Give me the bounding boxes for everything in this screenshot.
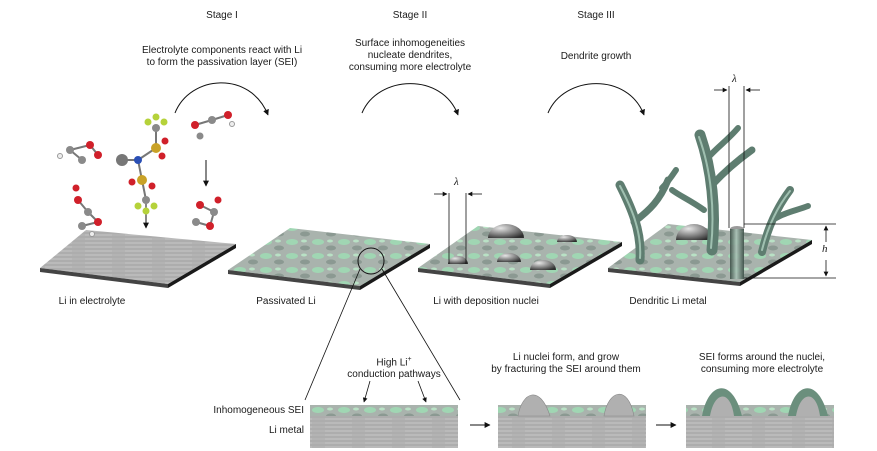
conduction-pathways-label: High Li+ conduction pathways bbox=[347, 354, 440, 381]
stage-1-heading: Stage I bbox=[206, 10, 238, 21]
cross-section-sei bbox=[310, 380, 458, 448]
stage1-curved-arrow bbox=[174, 82, 269, 116]
panel-label-dendritic-li-metal: Dendritic Li metal bbox=[629, 296, 707, 307]
stage-2-caption-line: nucleate dendrites, bbox=[367, 50, 453, 61]
stage-3-caption-line: Dendrite growth bbox=[560, 51, 632, 62]
stage-2-heading: Stage II bbox=[392, 10, 428, 21]
stage-2-caption-line: Surface inhomogeneities bbox=[354, 38, 466, 49]
panel-li-in-electrolyte bbox=[40, 160, 236, 288]
stage-1-caption: Electrolyte components react with Li to … bbox=[142, 45, 302, 69]
stage-1-caption-line: to form the passivation layer (SEI) bbox=[146, 57, 298, 68]
conduction-pathways-line-2: conduction pathways bbox=[347, 369, 441, 381]
step3-caption-line: consuming more electrolyte bbox=[700, 364, 824, 375]
panel-li-with-deposition-nuclei bbox=[418, 191, 622, 288]
stage-2-caption: Surface inhomogeneities nucleate dendrit… bbox=[349, 38, 471, 74]
step3-caption: SEI forms around the nuclei, consuming m… bbox=[699, 352, 825, 376]
stage-3-heading: Stage III bbox=[577, 10, 615, 21]
zoom-circle bbox=[357, 247, 385, 275]
li-metal-label: Li metal bbox=[268, 425, 304, 436]
panel-label-li-in-electrolyte: Li in electrolyte bbox=[58, 296, 126, 307]
step2-caption-line: Li nuclei form, and grow bbox=[512, 352, 620, 363]
stage-2-caption-line: consuming more electrolyte bbox=[348, 62, 472, 73]
panel-dendritic-li-metal bbox=[608, 86, 836, 286]
li-plus-superscript: + bbox=[407, 356, 412, 363]
panel-label-deposition-nuclei: Li with deposition nuclei bbox=[433, 296, 539, 307]
height-symbol: h bbox=[822, 243, 828, 255]
stage-1-caption-line: Electrolyte components react with Li bbox=[141, 45, 303, 56]
high-li-text: High Li bbox=[376, 357, 408, 369]
stage2-curved-arrow bbox=[361, 83, 459, 116]
panel-passivated-li bbox=[228, 228, 461, 401]
panel-label-passivated-li: Passivated Li bbox=[256, 296, 316, 307]
stage3-curved-arrow bbox=[547, 83, 645, 116]
atoms bbox=[57, 111, 235, 237]
step2-caption-line: by fracturing the SEI around them bbox=[491, 364, 641, 375]
step2-caption: Li nuclei form, and grow by fracturing t… bbox=[491, 352, 641, 376]
step3-caption-line: SEI forms around the nuclei, bbox=[698, 352, 826, 363]
stage-3-caption: Dendrite growth bbox=[561, 51, 632, 63]
conduction-pathways-line-1: High Li+ bbox=[347, 354, 440, 369]
inhomogeneous-sei-label: Inhomogeneous SEI bbox=[213, 405, 304, 416]
lambda-symbol-stage2: λ bbox=[454, 176, 459, 188]
cross-section-sei-around-nuclei bbox=[686, 388, 834, 448]
lambda-symbol-stage3: λ bbox=[732, 73, 737, 85]
cross-section-nuclei bbox=[498, 393, 646, 448]
